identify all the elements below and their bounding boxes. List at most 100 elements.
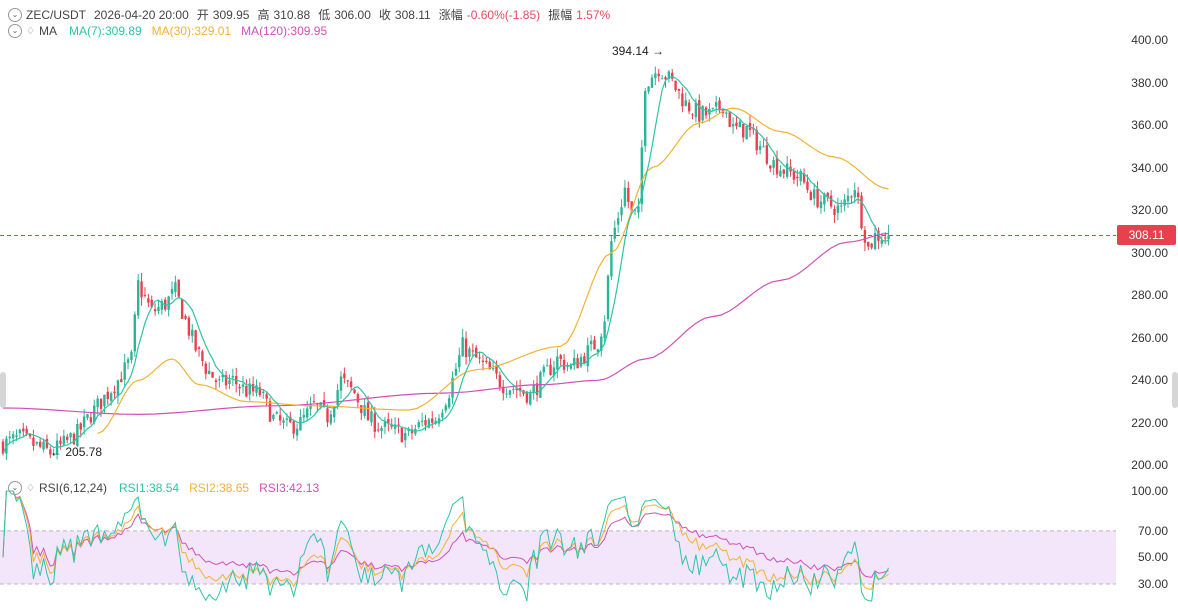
ma7-line [2,75,889,454]
candle-body [306,408,309,418]
candle-body [126,359,130,363]
candle-body [610,241,613,277]
candle-body [59,440,62,444]
price-tick: 380.00 [1131,75,1168,90]
candle-body [45,438,49,448]
rsi3-value: RSI3:42.13 [259,481,320,495]
candle-body [738,121,742,127]
candle-body [485,360,488,363]
rsi-label[interactable]: RSI(6,12,24) [38,481,108,495]
candle-body [191,329,194,337]
candle-body [498,375,502,388]
candle-body [792,170,796,180]
rsi-bell-icon[interactable]: ♢ [26,482,35,494]
ma-collapse-chevron-icon[interactable]: ⌄ [8,24,22,38]
current-price-tag: 308.11 [1117,225,1176,246]
candle-body [1,441,5,454]
candle-body [49,449,52,455]
candle-body [116,380,120,397]
candle-body [836,205,840,213]
candle-body [782,169,785,174]
candle-body [596,349,600,353]
candle-body [137,280,140,316]
candle-body [336,389,339,405]
candle-body [221,374,224,378]
candle-body [278,415,282,421]
candle-body [275,412,278,414]
bell-icon[interactable]: ♢ [26,25,35,37]
right-scroll-handle[interactable] [1172,372,1178,408]
candle-body [464,338,468,358]
candle-body [654,73,657,79]
candle-body [282,420,285,423]
price-tick: 220.00 [1131,415,1168,430]
candle-body [491,368,495,370]
candle-body [735,122,738,127]
candle-body [816,188,819,208]
candle-body [644,91,647,146]
candle-body [214,380,218,382]
price-tick: 320.00 [1131,203,1168,218]
price-tick: 280.00 [1131,288,1168,303]
candle-body [542,366,545,373]
candle-body [873,232,877,249]
candle-body [143,294,147,296]
candle-body [515,388,518,391]
candle-body [887,235,890,240]
candle-body [718,100,721,110]
candle-body [529,392,532,405]
candle-body [228,380,231,384]
price-tick: 300.00 [1131,245,1168,260]
candle-body [829,195,833,207]
candle-body [684,100,687,106]
candle-body [76,423,79,447]
candle-body [25,428,28,434]
left-scroll-handle[interactable] [0,372,6,408]
candle-body [573,357,576,366]
candle-body [616,218,620,225]
candle-body [339,376,343,391]
candle-body [400,428,404,443]
close-value: 308.11 [394,7,431,22]
candle-body [447,398,451,408]
candle-body [606,275,610,320]
rsi3-line [2,490,889,578]
candle-body [390,424,393,427]
open-value: 309.95 [212,7,250,22]
candle-body [647,86,650,92]
candle-body [843,199,846,206]
price-tick: 340.00 [1131,160,1168,175]
candle-body [583,356,586,364]
candle-body [681,93,684,107]
candle-body [552,367,556,376]
candle-body [535,383,539,395]
candle-body [370,411,373,423]
candle-body [109,393,113,401]
ma-label[interactable]: MA [38,24,57,38]
candle-body [627,187,630,203]
candle-body [62,435,66,445]
rsi2-line [2,490,889,590]
candle-body [454,368,458,376]
candle-body [826,192,829,198]
candle-body [123,362,126,380]
rsi-tick: 50.00 [1137,550,1168,565]
candle-body [549,364,552,375]
candle-body [187,317,191,336]
rsi1-value: RSI1:38.54 [119,481,180,495]
candle-body [32,437,35,446]
ma-legend: ⌄ ♢ MA MA(7):309.89 MA(30):329.01 MA(120… [8,24,327,38]
collapse-chevron-icon[interactable]: ⌄ [8,7,22,22]
candle-body [566,366,569,368]
candle-body [28,434,32,437]
candle-body [441,412,444,418]
candle-body [157,306,160,312]
candle-body [637,206,640,213]
candle-body [444,405,447,411]
candle-body [35,441,38,444]
price-tick: 400.00 [1131,33,1168,47]
datetime-label: 2026-04-20 20:00 [94,7,189,22]
candle-body [343,373,346,379]
candle-body [15,435,18,438]
